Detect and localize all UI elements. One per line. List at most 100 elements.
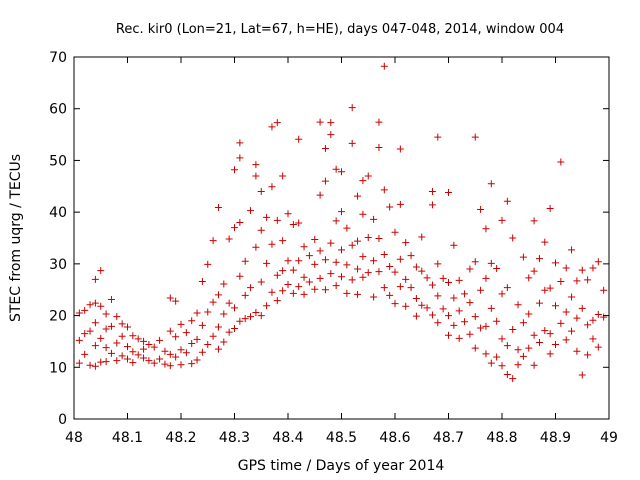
data-point — [97, 334, 105, 342]
data-point — [241, 291, 249, 299]
data-point — [91, 299, 99, 307]
data-point — [557, 277, 565, 285]
data-point — [498, 335, 506, 343]
data-points — [75, 62, 608, 383]
data-point — [188, 360, 196, 368]
data-point — [407, 284, 415, 292]
data-point — [97, 302, 105, 310]
data-point — [466, 330, 474, 338]
data-point — [257, 226, 265, 234]
data-point — [348, 276, 356, 284]
data-point — [81, 306, 89, 314]
data-point — [573, 314, 581, 322]
data-point — [471, 258, 479, 266]
data-point — [97, 267, 105, 275]
x-tick-label: 49 — [600, 430, 618, 446]
x-tick-label: 48.5 — [326, 430, 357, 446]
data-point — [225, 235, 233, 243]
data-point — [107, 349, 115, 357]
data-point — [102, 325, 110, 333]
data-point — [562, 264, 570, 272]
data-point — [86, 301, 94, 309]
data-point — [482, 225, 490, 233]
data-point — [236, 154, 244, 162]
data-point — [140, 354, 148, 362]
data-point — [535, 255, 543, 263]
data-point — [124, 355, 131, 363]
data-point — [236, 272, 244, 280]
data-point — [305, 278, 313, 286]
data-point — [289, 221, 297, 229]
data-point — [364, 233, 372, 241]
data-point — [204, 260, 212, 268]
y-tick-label: 20 — [49, 309, 67, 325]
data-point — [530, 361, 538, 369]
x-tick-label: 48.7 — [433, 430, 464, 446]
data-point — [354, 265, 362, 273]
data-point — [519, 319, 527, 327]
data-point — [503, 197, 511, 205]
y-tick-label: 60 — [49, 102, 67, 118]
x-tick-label: 48.3 — [219, 430, 250, 446]
data-point — [193, 356, 201, 364]
data-point — [209, 332, 217, 340]
data-point — [252, 243, 260, 251]
data-point — [375, 235, 383, 243]
x-tick-label: 48.1 — [112, 430, 143, 446]
data-point — [177, 361, 185, 369]
data-point — [562, 336, 570, 344]
data-point — [102, 358, 110, 366]
data-point — [140, 337, 148, 345]
data-point — [150, 343, 158, 351]
data-point — [594, 258, 602, 266]
data-point — [182, 329, 190, 337]
data-point — [514, 346, 522, 354]
data-point — [482, 322, 490, 330]
data-point — [161, 360, 169, 368]
data-point — [236, 139, 244, 147]
data-point — [450, 241, 458, 249]
y-tick-label: 50 — [49, 153, 67, 169]
data-point — [156, 336, 164, 344]
data-point — [348, 104, 356, 112]
data-point — [102, 310, 110, 318]
data-point — [204, 341, 212, 349]
data-point — [182, 349, 190, 357]
data-point — [316, 118, 324, 126]
data-point — [247, 313, 255, 321]
data-point — [316, 274, 324, 282]
data-point — [214, 323, 222, 331]
data-point — [445, 278, 452, 286]
x-tick-label: 48.6 — [379, 430, 410, 446]
data-point — [535, 338, 543, 346]
data-point — [236, 317, 244, 325]
data-point — [525, 274, 533, 282]
data-point — [600, 313, 608, 321]
data-point — [338, 168, 345, 176]
data-point — [541, 327, 549, 335]
data-point — [514, 361, 522, 369]
data-point — [380, 251, 388, 259]
data-point — [91, 342, 99, 350]
data-point — [188, 339, 196, 347]
data-point — [289, 266, 297, 274]
data-point — [86, 327, 94, 335]
data-point — [166, 327, 174, 335]
y-axis-label: STEC from uqrg / TECUs — [8, 154, 24, 322]
data-point — [247, 207, 255, 215]
data-point — [530, 267, 538, 275]
data-point — [273, 297, 281, 305]
data-point — [295, 135, 303, 143]
data-point — [241, 315, 249, 323]
data-point — [209, 237, 217, 245]
data-point — [145, 357, 153, 365]
data-point — [402, 239, 410, 247]
data-point — [396, 255, 404, 263]
data-point — [477, 324, 485, 332]
data-point — [584, 321, 592, 329]
data-point — [519, 352, 527, 360]
data-point — [343, 224, 351, 232]
data-point — [461, 318, 469, 326]
data-point — [204, 308, 212, 316]
data-point — [552, 259, 559, 267]
